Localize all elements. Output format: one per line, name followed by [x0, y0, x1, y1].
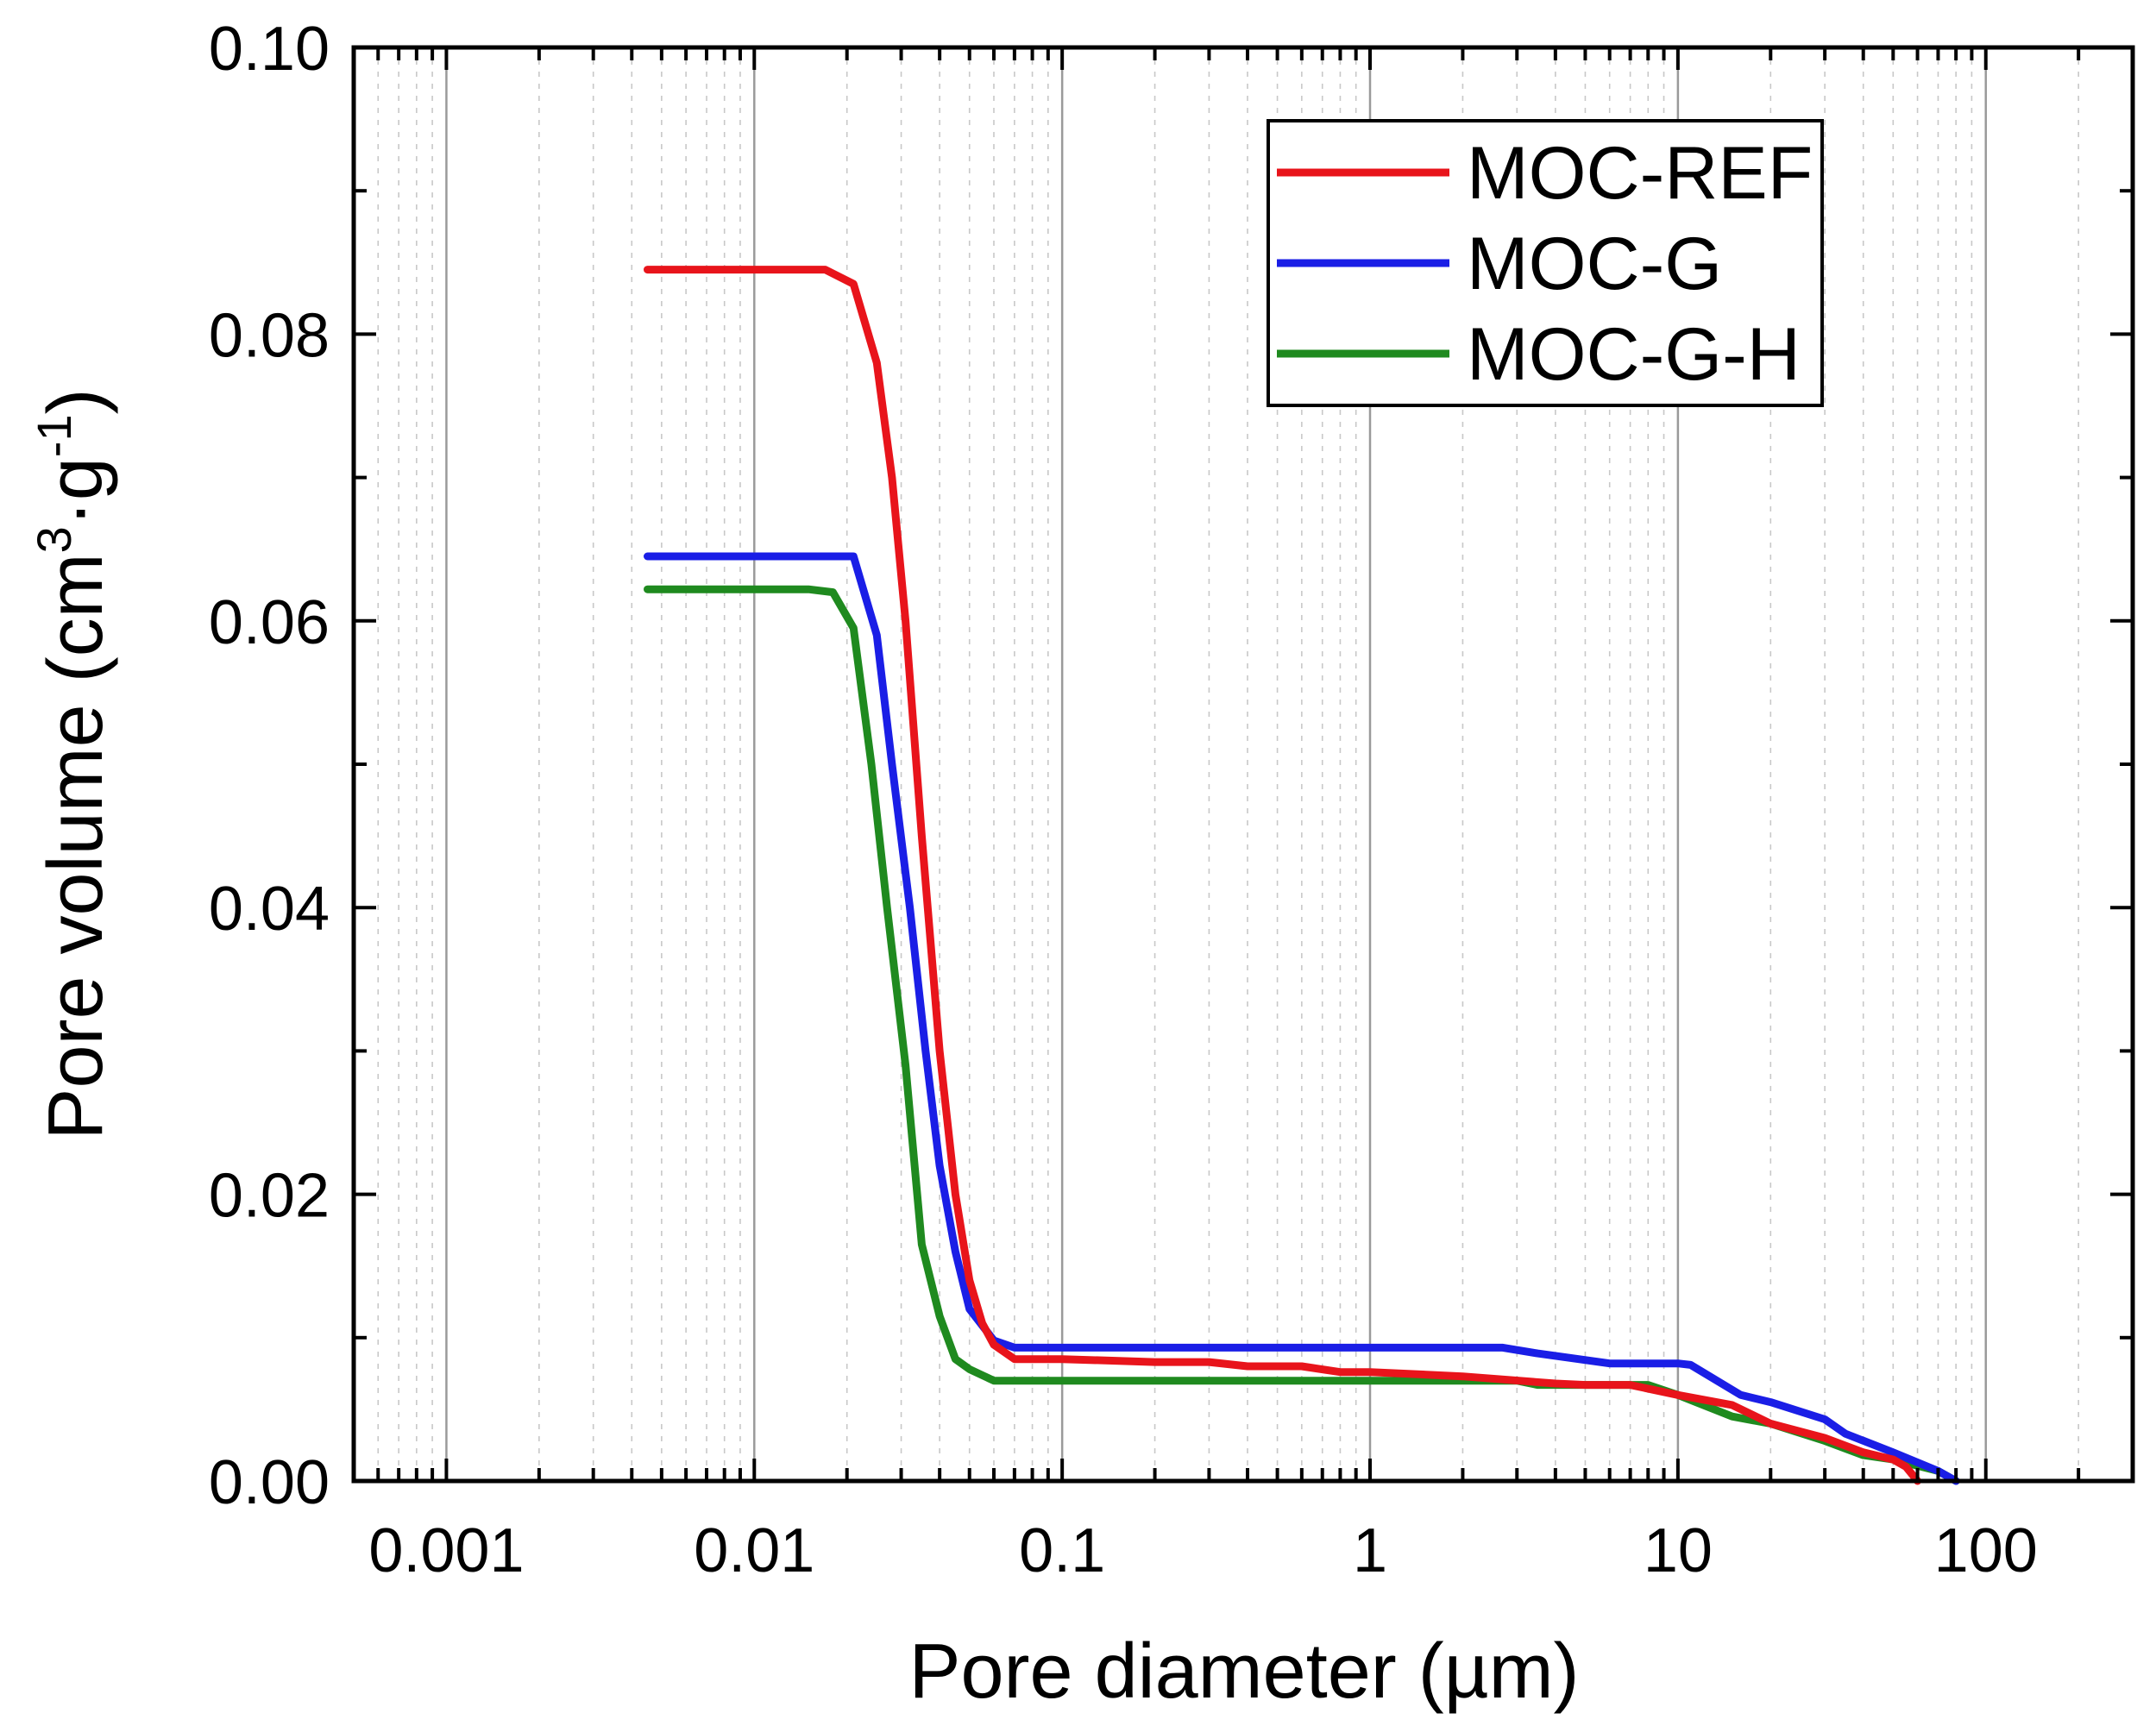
y-tick-label: 0.10: [209, 15, 330, 84]
y-tick-label: 0.00: [209, 1448, 330, 1517]
series-lines: [644, 266, 1960, 1485]
y-tick-label: 0.06: [209, 588, 330, 657]
x-tick-label: 10: [1644, 1516, 1713, 1585]
series-line-moc-g: [644, 552, 1960, 1485]
y-axis-label: Pore volume (cm3·g-1): [27, 388, 119, 1139]
y-axis-label-end: ): [33, 388, 119, 414]
x-tick-label: 0.001: [368, 1516, 524, 1585]
y-axis-label-sup-1: 3: [27, 526, 81, 553]
x-axis-label: Pore diameter (µm): [908, 1628, 1579, 1715]
legend-label-moc-g-h: MOC-G-H: [1467, 313, 1801, 396]
x-tick-label: 100: [1934, 1516, 2038, 1585]
y-tick-label: 0.04: [209, 875, 330, 944]
x-tick-label: 0.1: [1019, 1516, 1105, 1585]
y-axis-label-main: Pore volume (cm: [33, 553, 119, 1139]
y-tick-label: 0.08: [209, 301, 330, 370]
y-axis-label-sup-2: -1: [27, 414, 81, 457]
legend-label-moc-ref: MOC-REF: [1467, 132, 1813, 215]
x-tick-label: 0.01: [694, 1516, 814, 1585]
series-line-moc-ref: [644, 266, 1922, 1485]
axis-ticks: [352, 46, 2134, 1483]
y-tick-label: 0.02: [209, 1162, 330, 1231]
legend-label-moc-g: MOC-G: [1467, 223, 1722, 305]
y-axis-label-mid: ·g: [33, 457, 119, 526]
legend: MOC-REF MOC-G MOC-G-H: [1267, 119, 1824, 407]
x-tick-label: 1: [1353, 1516, 1387, 1585]
tick-labels: 0.001 0.01 0.1 1 10 100 0.00 0.02 0.04 0.06 0.08 0.…: [209, 15, 2038, 1585]
